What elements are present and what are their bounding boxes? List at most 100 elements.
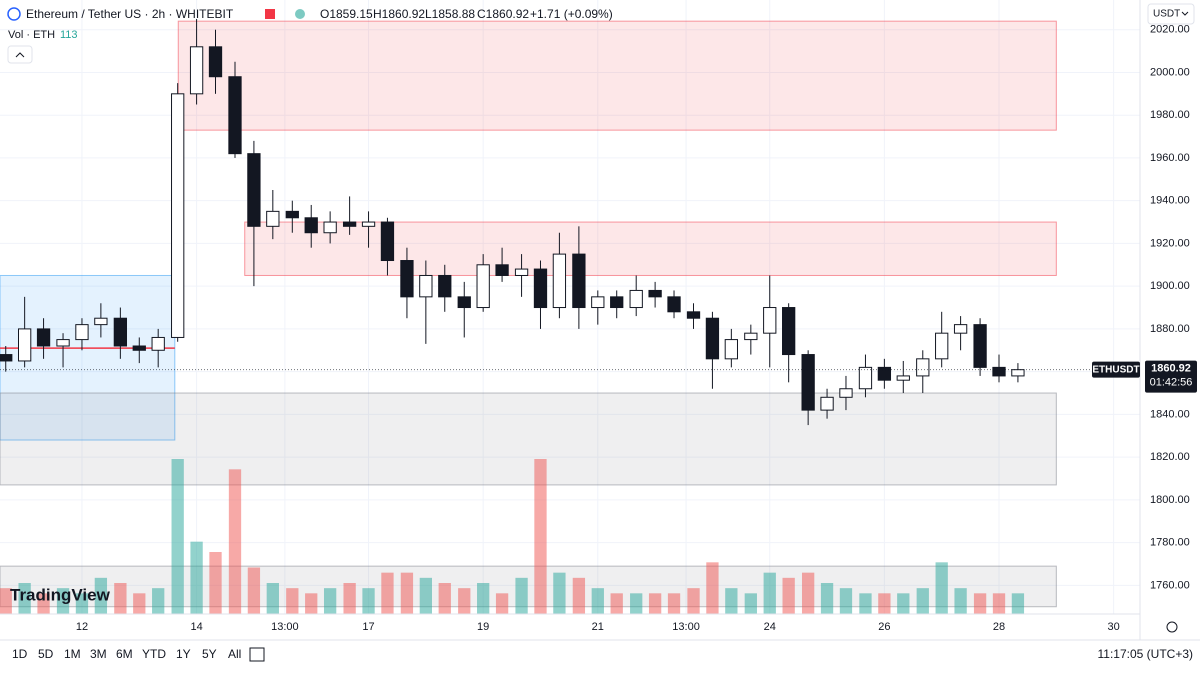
candle-body [380, 221, 395, 262]
chart-title: Ethereum / Tether US · 2h · WHITEBIT [26, 7, 234, 21]
range-button[interactable]: 5D [38, 647, 54, 661]
volume-bar [343, 583, 356, 614]
candle-body [476, 264, 490, 309]
candle-body [75, 324, 89, 341]
volume-bar [381, 572, 394, 614]
currency-button[interactable] [1147, 3, 1195, 25]
x-tick-label: 14 [190, 621, 202, 633]
volume-bar [648, 593, 662, 614]
x-tick-label: 13:00 [672, 621, 700, 633]
candle-body [686, 311, 701, 319]
x-tick-label: 13:00 [271, 621, 299, 633]
ohlc-value: L1858.88 [425, 7, 475, 21]
candle-body [839, 388, 853, 398]
range-button[interactable]: 6M [116, 647, 133, 661]
candle-body [552, 253, 567, 309]
volume-bar [859, 593, 872, 614]
range-button[interactable]: 1Y [176, 647, 191, 661]
volume-bar [209, 552, 222, 614]
range-button[interactable]: 1D [12, 647, 28, 661]
volume-bar [744, 593, 757, 614]
y-tick-label: 1920.00 [1150, 237, 1190, 249]
toolbar: 1D 5D 1M 3M 6M YTD 1Y 5Y All [12, 647, 241, 661]
candle-body [0, 354, 13, 362]
volume-bar [763, 572, 776, 614]
flag-icon[interactable] [265, 9, 275, 19]
candle-body [858, 366, 873, 390]
candle-body [304, 217, 318, 234]
y-tick-label: 1840.00 [1150, 408, 1190, 420]
date-range-icon[interactable] [249, 647, 265, 662]
volume-bar [630, 593, 643, 614]
range-button[interactable]: 5Y [202, 647, 217, 661]
candle-body [17, 328, 32, 362]
collapse-button[interactable] [7, 45, 33, 64]
y-tick-label: 1800.00 [1150, 494, 1190, 506]
settings-icon[interactable] [1166, 621, 1178, 633]
candle-body [438, 274, 452, 298]
candle-body [896, 375, 910, 381]
status-icon[interactable] [295, 9, 305, 19]
x-tick-label: 28 [993, 621, 1005, 633]
ohlc-header: O1859.15 H1860.92 L1858.88 C1860.92 +1.71 (+… [320, 7, 613, 21]
candle-body [629, 289, 643, 309]
volume-bar [477, 583, 490, 614]
volume-bar [0, 588, 12, 614]
volume-bar [534, 459, 547, 614]
volume-bar [706, 562, 719, 614]
candle-body [419, 274, 433, 298]
volume-bar [878, 593, 891, 614]
price-tag [1145, 360, 1197, 393]
currency-caret [1181, 11, 1189, 16]
candle-body [935, 332, 949, 360]
candle-body [171, 93, 185, 338]
volume-bar [228, 469, 242, 614]
range-button[interactable]: 1M [64, 647, 81, 661]
volume-bar [935, 562, 948, 614]
candle-body [953, 324, 968, 334]
candle-body [820, 396, 834, 411]
x-tick-label: 21 [592, 621, 604, 633]
candle-body [916, 358, 930, 377]
candle-body [94, 317, 108, 326]
volume-bar [152, 588, 165, 614]
candle-body [266, 210, 280, 227]
volume-bar [56, 588, 70, 614]
candle-body [724, 339, 738, 360]
volume-bar [18, 583, 31, 614]
plot-area [0, 0, 1140, 614]
volume-bar [323, 588, 337, 614]
candle-body [667, 296, 681, 313]
volume-bar [1011, 593, 1025, 614]
y-tick-label: 1960.00 [1150, 152, 1190, 164]
y-tick-label: 1780.00 [1150, 537, 1190, 549]
zone [244, 221, 1057, 276]
volume-bar [610, 593, 623, 614]
candle-body [361, 221, 376, 227]
candle-body [400, 260, 414, 298]
symbol-tag [1092, 361, 1140, 378]
volume-bar [725, 588, 738, 614]
range-button[interactable]: YTD [142, 647, 166, 661]
y-tick-label: 1900.00 [1150, 280, 1190, 292]
candle-body [323, 221, 337, 234]
candle-body [247, 153, 261, 227]
range-button[interactable]: All [228, 647, 241, 661]
y-tick-label: 1820.00 [1150, 451, 1190, 463]
symbol-icon[interactable] [7, 7, 21, 21]
x-tick-label: 12 [76, 621, 88, 633]
volume-bar [171, 459, 184, 614]
countdown: 01:42:56 [1150, 377, 1193, 389]
range-button[interactable]: 3M [90, 647, 107, 661]
volume-bar [362, 588, 375, 614]
volume-bar [916, 588, 929, 614]
volume-bar [667, 593, 681, 614]
volume-bar [515, 577, 528, 614]
candle-body [610, 296, 624, 309]
candle-body [285, 210, 299, 219]
ohlc-value: H1860.92 [373, 7, 425, 21]
candle-body [189, 46, 204, 95]
volume-bar [801, 572, 815, 614]
y-tick-label: 2000.00 [1150, 66, 1190, 78]
volume-bar [820, 583, 834, 614]
